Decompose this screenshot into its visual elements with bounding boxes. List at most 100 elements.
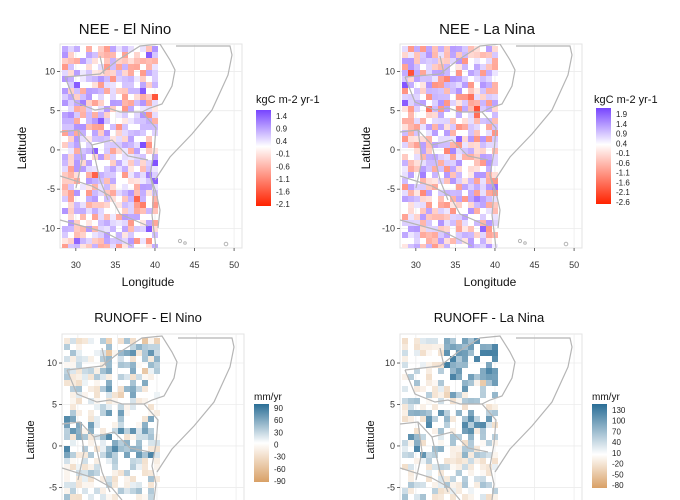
data-cell xyxy=(152,226,158,232)
data-cell xyxy=(432,488,438,494)
legend-label: -1.1 xyxy=(276,175,290,184)
data-cell xyxy=(480,244,486,248)
data-cell xyxy=(104,136,110,142)
data-cell xyxy=(122,172,128,178)
data-cell xyxy=(492,118,498,124)
data-cell xyxy=(86,142,92,148)
data-cell xyxy=(116,148,122,154)
data-cell xyxy=(408,136,414,142)
data-cell xyxy=(122,244,128,248)
data-cell xyxy=(414,220,420,226)
data-cell xyxy=(468,136,474,142)
data-cell xyxy=(438,88,444,94)
data-cell xyxy=(74,112,80,118)
data-cell xyxy=(444,46,450,52)
data-cell xyxy=(426,94,432,100)
data-cell xyxy=(80,58,86,64)
data-cell xyxy=(408,202,414,208)
data-cell xyxy=(468,416,474,422)
data-cell xyxy=(88,428,94,434)
data-cell xyxy=(124,338,130,344)
data-cell xyxy=(104,202,110,208)
data-cell xyxy=(128,118,134,124)
data-cell xyxy=(420,58,426,64)
data-cell xyxy=(438,112,444,118)
data-cell xyxy=(92,52,98,58)
chart-title: RUNOFF - El Nino xyxy=(94,310,202,325)
data-cell xyxy=(468,208,474,214)
data-cells xyxy=(402,338,498,500)
data-cell xyxy=(94,374,100,380)
data-cell xyxy=(82,356,88,362)
colorbar xyxy=(596,108,611,204)
legend: kgC m-2 yr-1 1.40.90.4-0.1-0.6-1.1-1.6-2… xyxy=(256,94,320,209)
data-cell xyxy=(474,124,480,130)
data-cell xyxy=(480,118,486,124)
data-cell xyxy=(480,202,486,208)
legend-label: 60 xyxy=(274,416,283,425)
data-cell xyxy=(70,434,76,440)
y-tick-label: -5 xyxy=(387,482,395,492)
data-cell xyxy=(432,380,438,386)
data-cell xyxy=(130,458,136,464)
data-cell xyxy=(414,106,420,112)
data-cell xyxy=(68,160,74,166)
data-cell xyxy=(88,440,94,446)
data-cell xyxy=(408,58,414,64)
data-cell xyxy=(432,386,438,392)
data-cell xyxy=(146,148,152,154)
data-cell xyxy=(98,154,104,160)
data-cell xyxy=(486,410,492,416)
data-cell xyxy=(74,226,80,232)
data-cell xyxy=(450,178,456,184)
data-cell xyxy=(82,452,88,458)
data-cell xyxy=(70,386,76,392)
data-cell xyxy=(456,142,462,148)
data-cell xyxy=(116,142,122,148)
data-cell xyxy=(152,172,158,178)
data-cell xyxy=(486,46,492,52)
data-cell xyxy=(122,154,128,160)
data-cell xyxy=(414,350,420,356)
data-cell xyxy=(426,88,432,94)
data-cell xyxy=(76,422,82,428)
legend-title: kgC m-2 yr-1 xyxy=(256,94,320,106)
data-cell xyxy=(154,350,160,356)
data-cell xyxy=(468,458,474,464)
data-cell xyxy=(112,446,118,452)
data-cell xyxy=(426,148,432,154)
data-cell xyxy=(68,82,74,88)
data-cell xyxy=(154,392,160,398)
data-cell xyxy=(402,446,408,452)
data-cell xyxy=(408,416,414,422)
country-borders xyxy=(400,335,573,500)
data-cell xyxy=(80,226,86,232)
data-cell xyxy=(444,344,450,350)
data-cell xyxy=(474,190,480,196)
data-cell xyxy=(122,58,128,64)
data-cell xyxy=(462,196,468,202)
data-cell xyxy=(82,482,88,488)
data-cell xyxy=(122,124,128,130)
data-cell xyxy=(438,380,444,386)
data-cell xyxy=(450,416,456,422)
data-cell xyxy=(76,368,82,374)
data-cell xyxy=(444,464,450,470)
data-cell xyxy=(444,214,450,220)
x-tick-label: 30 xyxy=(71,260,81,270)
data-cell xyxy=(444,154,450,160)
data-cell xyxy=(116,136,122,142)
data-cell xyxy=(402,452,408,458)
data-cell xyxy=(480,368,486,374)
data-cell xyxy=(432,244,438,248)
data-cell xyxy=(116,166,122,172)
y-tick-label: 10 xyxy=(385,66,395,76)
data-cell xyxy=(468,434,474,440)
data-cell xyxy=(450,76,456,82)
data-cell xyxy=(438,464,444,470)
data-cell xyxy=(112,464,118,470)
data-cell xyxy=(98,238,104,244)
data-cell xyxy=(110,244,116,248)
data-cell xyxy=(480,344,486,350)
